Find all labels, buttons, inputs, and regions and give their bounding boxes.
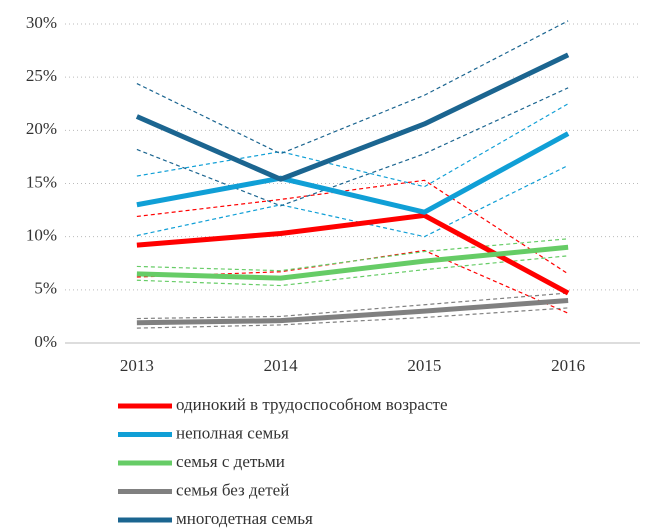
- x-tick-label: 2013: [120, 356, 154, 375]
- series-line: [136, 297, 569, 326]
- y-tick-label: 30%: [26, 13, 57, 32]
- y-tick-label: 25%: [26, 66, 57, 85]
- y-tick-label: 0%: [34, 332, 57, 351]
- lower-bound: [136, 87, 569, 207]
- upper-bound: [136, 179, 569, 275]
- x-tick-label: 2016: [551, 356, 585, 375]
- legend-label: неполная семья: [176, 423, 289, 442]
- y-tick-label: 10%: [26, 226, 57, 245]
- lower-bound: [136, 164, 569, 238]
- y-tick-label: 20%: [26, 119, 57, 138]
- series-line: [136, 244, 569, 281]
- upper-bound: [136, 292, 569, 320]
- x-tick-label: 2015: [407, 356, 441, 375]
- upper-bound: [136, 238, 569, 272]
- upper-bound: [136, 20, 569, 155]
- y-tick-label: 5%: [34, 279, 57, 298]
- upper-bound: [136, 103, 569, 188]
- legend-label: семья с детьми: [176, 452, 285, 471]
- legend-label: многодетная семья: [176, 509, 313, 528]
- series-line: [136, 131, 570, 215]
- legend-label: семья без детей: [176, 480, 289, 499]
- lower-bound: [136, 307, 569, 329]
- lower-bound: [136, 255, 569, 287]
- y-tick-label: 15%: [26, 172, 57, 191]
- x-tick-label: 2014: [264, 356, 299, 375]
- legend-label: одинокий в трудоспособном возрасте: [176, 395, 448, 414]
- series-line: [135, 52, 570, 182]
